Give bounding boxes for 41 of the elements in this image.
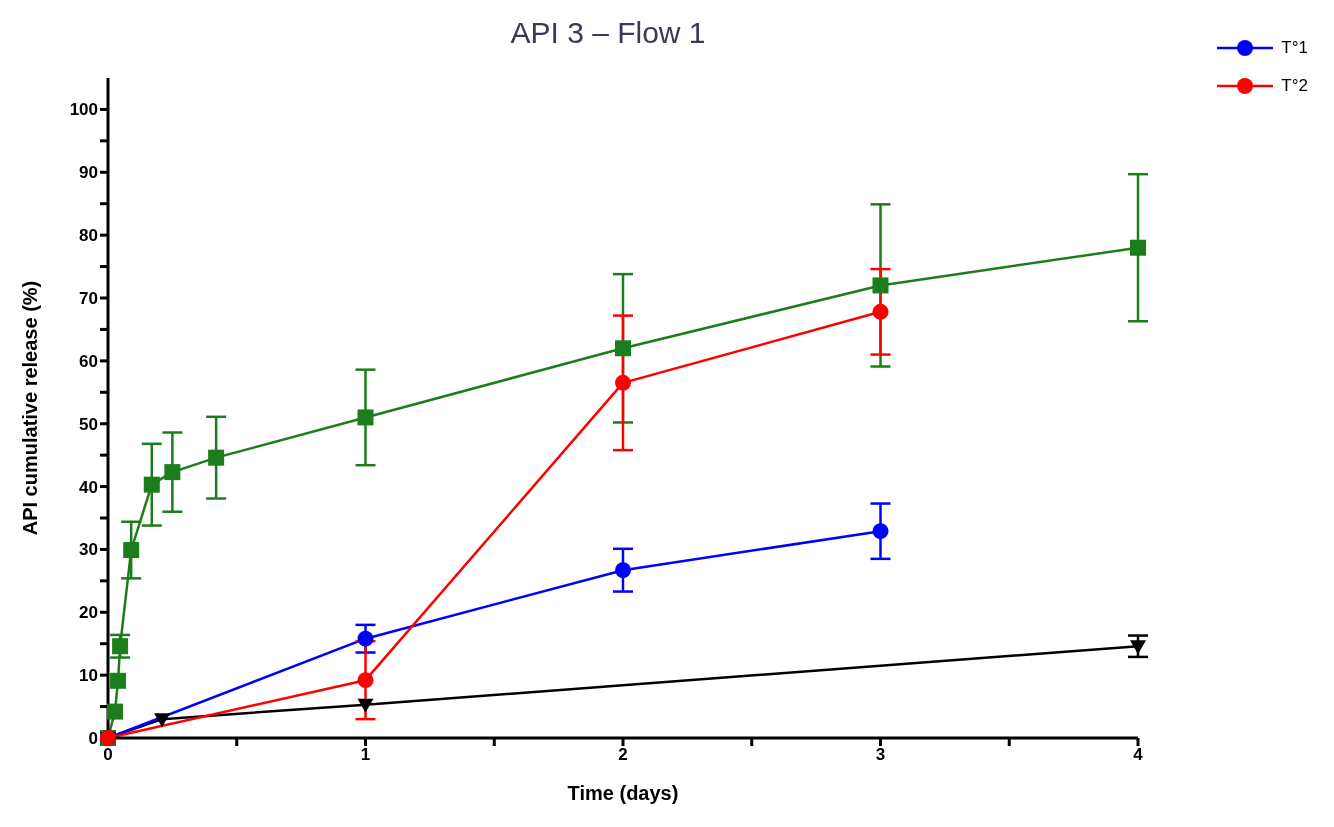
point [1130,239,1146,256]
legend-label: T°2 [1281,76,1308,96]
point [357,698,374,713]
point [208,449,225,466]
point [123,542,140,559]
y-tick-label: 40 [79,477,98,497]
point [164,464,181,481]
y-tick-label: 50 [79,414,98,434]
legend-label: T°1 [1281,38,1308,58]
y-tick-label: 100 [69,100,98,120]
y-tick-label: 30 [79,540,98,560]
y-tick-label: 90 [79,163,98,183]
point [110,672,127,689]
y-tick-label: 20 [79,603,98,623]
y-tick-label: 60 [79,351,98,371]
y-tick-label: 70 [79,289,98,309]
point [154,713,171,728]
point [112,638,129,655]
x-tick-label: 0 [103,745,113,765]
x-tick-label: 3 [875,745,886,765]
y-tick-label: 0 [88,729,98,749]
point [357,672,374,689]
point [872,523,889,540]
point [357,409,374,426]
x-tick-label: 4 [1133,745,1144,765]
point [872,303,889,320]
y-tick-label: 10 [79,666,98,686]
x-tick-label: 1 [360,745,371,765]
point [106,703,123,720]
y-axis-title: API cumulative release (%) [19,280,42,536]
y-tick-label: 80 [79,226,98,246]
point [615,562,631,579]
point [1130,640,1146,655]
point [872,277,889,294]
x-axis-title: Time (days) [567,782,679,804]
point [615,340,631,357]
point [143,476,160,493]
chart-title: API 3 – Flow 1 [509,16,707,50]
point [357,630,374,647]
point [615,374,631,391]
x-tick-label: 2 [618,745,628,765]
